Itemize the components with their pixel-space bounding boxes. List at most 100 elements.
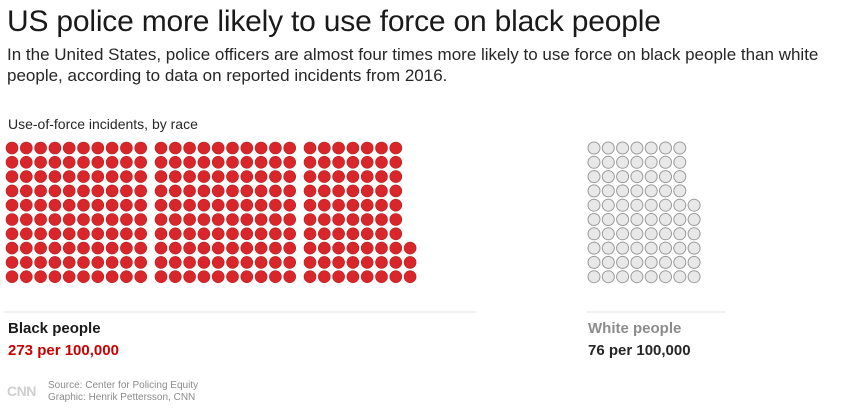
black-incident-dot	[77, 270, 90, 284]
black-incident-dot	[317, 241, 331, 255]
black-incident-dot	[283, 156, 297, 169]
black-incident-dot	[240, 213, 254, 226]
black-incident-dot	[120, 270, 133, 284]
black-incident-dot	[48, 256, 62, 269]
black-incident-dot	[48, 213, 62, 226]
black-incident-dot	[346, 241, 360, 255]
black-incident-dot	[19, 184, 33, 198]
white-incident-dot	[601, 155, 615, 169]
black-incident-dot	[360, 141, 374, 155]
chart-label: Use-of-force incidents, by race	[8, 116, 198, 132]
black-incident-dot	[154, 241, 168, 255]
black-incident-dot	[269, 156, 282, 169]
black-incident-dot	[303, 156, 317, 169]
black-incident-dot	[226, 213, 239, 226]
white-people-value: 76 per 100,000	[588, 342, 691, 359]
black-incident-dot	[197, 256, 211, 269]
black-incident-dot	[240, 256, 254, 269]
black-incident-dot	[303, 270, 317, 284]
black-incident-dot	[240, 227, 254, 241]
black-incident-dot	[134, 213, 147, 226]
white-incident-dot	[644, 155, 658, 169]
black-incident-dot	[283, 198, 297, 212]
white-incident-dot	[587, 227, 601, 241]
white-incident-dot	[687, 241, 701, 255]
white-incident-dot	[673, 227, 687, 241]
black-incident-dot	[5, 213, 19, 226]
black-incident-dot	[134, 227, 147, 241]
black-incident-dot	[226, 141, 239, 155]
black-incident-dot	[134, 198, 147, 212]
black-incident-dot	[211, 184, 225, 198]
white-incident-dot	[630, 184, 644, 198]
black-incident-dot	[346, 184, 360, 198]
white-incident-dot	[659, 270, 672, 284]
black-incident-dot	[211, 213, 225, 226]
black-incident-dot	[5, 256, 19, 269]
black-incident-dot	[360, 184, 374, 198]
black-incident-dot	[183, 213, 196, 226]
white-incident-dot	[659, 184, 672, 198]
black-incident-dot	[48, 156, 62, 169]
black-incident-dot	[19, 270, 33, 284]
black-incident-dot	[134, 241, 147, 255]
black-incident-dot	[34, 270, 47, 284]
black-incident-dot	[169, 198, 182, 212]
white-people-label: White people	[588, 320, 682, 337]
black-incident-dot	[197, 227, 211, 241]
white-incident-dot	[630, 141, 644, 155]
black-incident-dot	[254, 241, 268, 255]
black-incident-dot	[19, 241, 33, 255]
white-incident-dot	[587, 184, 601, 198]
black-incident-dot	[169, 227, 182, 241]
white-incident-dot	[673, 170, 687, 184]
white-incident-dot	[616, 155, 630, 169]
black-incident-dot	[154, 198, 168, 212]
black-incident-dot	[120, 141, 133, 155]
black-incident-dot	[332, 227, 345, 241]
white-incident-dot	[630, 270, 644, 284]
white-incident-dot	[601, 184, 615, 198]
black-incident-dot	[105, 141, 119, 155]
black-incident-dot	[403, 270, 417, 284]
white-incident-dot	[616, 213, 630, 226]
black-incident-dot	[34, 241, 47, 255]
black-incident-dot	[62, 184, 76, 198]
white-incident-dot	[644, 241, 658, 255]
black-incident-dot	[254, 227, 268, 241]
black-incident-dot	[346, 156, 360, 169]
black-incident-dot	[91, 227, 105, 241]
white-incident-dot	[644, 227, 658, 241]
black-incident-dot	[375, 184, 388, 198]
black-incident-dot	[62, 141, 76, 155]
black-incident-dot	[183, 141, 196, 155]
black-incident-dot	[197, 213, 211, 226]
white-incident-dot	[673, 184, 687, 198]
black-incident-dot	[283, 184, 297, 198]
black-incident-dot	[183, 156, 196, 169]
black-incident-dot	[91, 270, 105, 284]
white-incident-dot	[601, 213, 615, 226]
black-incident-dot	[360, 241, 374, 255]
black-incident-dot	[197, 184, 211, 198]
black-incident-dot	[226, 270, 239, 284]
black-incident-dot	[211, 198, 225, 212]
white-incident-dot	[687, 213, 701, 226]
black-incident-dot	[5, 170, 19, 183]
black-incident-dot	[120, 184, 133, 198]
black-incident-dot	[105, 270, 119, 284]
black-incident-dot	[269, 141, 282, 155]
black-incident-dot	[91, 184, 105, 198]
black-incident-dot	[317, 170, 331, 183]
black-incident-dot	[375, 227, 388, 241]
black-incident-dot	[226, 156, 239, 169]
black-incident-dot	[211, 227, 225, 241]
white-incident-dot	[644, 170, 658, 184]
black-incident-dot	[62, 241, 76, 255]
black-incident-dot	[389, 213, 403, 226]
black-incident-dot	[183, 170, 196, 183]
white-incident-dot	[601, 170, 615, 184]
black-incident-dot	[34, 213, 47, 226]
black-incident-dot	[226, 184, 239, 198]
black-incident-dot	[91, 256, 105, 269]
